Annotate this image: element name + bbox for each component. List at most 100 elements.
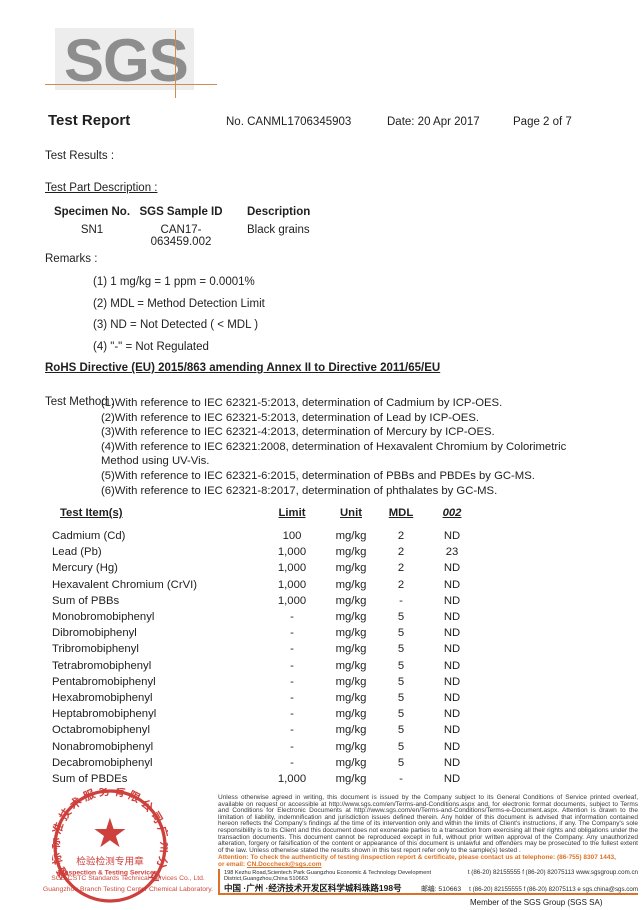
test-method-line: (1)With reference to IEC 62321-5:2013, d… (101, 397, 503, 409)
test-item-cell: Heptabromobiphenyl (52, 708, 157, 721)
page-indicator: Page 2 of 7 (513, 116, 572, 128)
unit-cell: mg/kg (335, 756, 367, 769)
mdl-cell: 5 (397, 724, 405, 737)
results-table-header: Test Item(s) Limit Unit MDL 002 (0, 507, 641, 528)
unit-cell: mg/kg (335, 611, 367, 624)
page-title: Test Report (48, 112, 131, 129)
mdl-cell: 5 (397, 611, 405, 624)
result-cell: ND (443, 675, 461, 688)
limit-cell: 1,000 (277, 772, 307, 785)
specimen-no-header: Specimen No. (53, 206, 131, 218)
table-row: Monobromobiphenyl - mg/kg 5 ND (0, 609, 641, 625)
test-method-line: (6)With reference to IEC 62321-8:2017, d… (101, 484, 498, 497)
test-item-cell: Hexavalent Chromium (CrVI) (52, 578, 198, 591)
result-cell: ND (443, 530, 461, 543)
result-cell: ND (443, 659, 461, 672)
limit-cell: 1,000 (277, 546, 307, 559)
table-row: Sum of PBDEs 1,000 mg/kg - ND (0, 771, 641, 787)
table-row: Pentabromobiphenyl - mg/kg 5 ND (0, 674, 641, 690)
test-method-line: (3)With reference to IEC 62321-4:2013, d… (101, 426, 495, 439)
description-header: Description (247, 206, 311, 218)
limit-cell: 100 (282, 530, 302, 543)
crop-mark-horizontal (45, 84, 217, 85)
unit-cell: mg/kg (335, 691, 367, 704)
remark-line: (1) 1 mg/kg = 1 ppm = 0.0001% (93, 276, 255, 288)
result-cell: ND (443, 643, 461, 656)
test-item-cell: Tetrabromobiphenyl (52, 659, 152, 672)
unit-cell: mg/kg (335, 724, 367, 737)
mdl-cell: 5 (397, 627, 405, 640)
mdl-cell: 2 (397, 578, 405, 591)
table-row: Sum of PBBs 1,000 mg/kg - ND (0, 593, 641, 609)
limit-cell: - (290, 659, 294, 672)
postal-code: 邮编: 510663 (421, 886, 462, 893)
address-block: 198 Kezhu Road,Scientech Park Guangzhou … (218, 869, 638, 894)
mdl-cell: 5 (397, 756, 405, 769)
result-cell: ND (443, 772, 461, 785)
report-date: Date: 20 Apr 2017 (387, 116, 480, 128)
test-method-list: (1)With reference to IEC 62321-5:2013, d… (101, 396, 583, 498)
sgs-logo-background (55, 28, 194, 90)
legal-disclaimer-text: Unless otherwise agreed in writing, this… (218, 794, 638, 854)
mdl-cell: 2 (397, 546, 405, 559)
remark-line: (4) "-" = Not Regulated (93, 340, 209, 353)
limit-cell: 1,000 (277, 594, 307, 607)
unit-cell: mg/kg (335, 740, 367, 753)
sgs-sample-id-header: SGS Sample ID (139, 206, 223, 218)
address-chinese: 中国 ·广州 ·经济技术开发区科学城科珠路198号 (224, 883, 402, 893)
result-cell: ND (443, 708, 461, 721)
unit-cell: mg/kg (335, 627, 367, 640)
result-cell: ND (443, 594, 461, 607)
company-name-line: SGS-CSTC Standards Technical Services Co… (51, 875, 205, 882)
crop-mark-vertical (175, 30, 176, 98)
limit-cell: - (290, 740, 294, 753)
sample-002-header: 002 (442, 507, 462, 519)
test-results-label: Test Results : (45, 150, 115, 162)
unit-header: Unit (340, 507, 362, 519)
sgs-sample-id-cell: CAN17-063459.002 (150, 224, 212, 248)
mdl-cell: 2 (397, 530, 405, 543)
limit-cell: 1,000 (277, 562, 307, 575)
address-row-cn: 中国 ·广州 ·经济技术开发区科学城科珠路198号 邮编: 510663 t (… (224, 882, 638, 894)
authenticity-attention-text: Attention: To check the authenticity of … (218, 854, 638, 869)
mdl-cell: 2 (397, 562, 405, 575)
specimen-no-cell: SN1 (80, 224, 104, 236)
test-item-cell: Dibromobiphenyl (52, 627, 137, 640)
table-row: Octabromobiphenyl - mg/kg 5 ND (0, 722, 641, 738)
test-item-cell: Sum of PBBs (52, 594, 120, 607)
mdl-cell: - (399, 772, 403, 785)
mdl-cell: 5 (397, 643, 405, 656)
unit-cell: mg/kg (335, 546, 367, 559)
sgs-logo: SGS (64, 27, 189, 94)
remarks-label: Remarks : (45, 253, 98, 265)
mdl-header: MDL (388, 507, 414, 519)
limit-cell: - (290, 627, 294, 640)
sgs-member-line: Member of the SGS Group (SGS SA) (470, 898, 603, 907)
unit-cell: mg/kg (335, 675, 367, 688)
specimen-table-header: Specimen No. SGS Sample ID Description (53, 206, 310, 218)
table-row: Hexavalent Chromium (CrVI) 1,000 mg/kg 2… (0, 577, 641, 593)
table-row: Nonabromobiphenyl - mg/kg 5 ND (0, 738, 641, 754)
test-item-cell: Sum of PBDEs (52, 772, 128, 785)
limit-cell: - (290, 756, 294, 769)
limit-cell: - (290, 691, 294, 704)
result-cell: ND (443, 691, 461, 704)
doccheck-email-link[interactable]: CN.Doccheck@sgs.com (246, 860, 322, 868)
footer-rule (218, 893, 638, 895)
mdl-cell: 5 (397, 691, 405, 704)
result-cell: ND (443, 578, 461, 591)
limit-cell: - (290, 708, 294, 721)
table-row: Cadmium (Cd) 100 mg/kg 2 ND (0, 528, 641, 544)
result-cell: ND (443, 724, 461, 737)
table-row: Dibromobiphenyl - mg/kg 5 ND (0, 625, 641, 641)
result-cell: ND (443, 627, 461, 640)
test-item-cell: Octabromobiphenyl (52, 724, 150, 737)
unit-cell: mg/kg (335, 594, 367, 607)
svg-text:检验检测专用章: 检验检测专用章 (76, 855, 144, 867)
results-table: Test Item(s) Limit Unit MDL 002 Cadmium … (0, 507, 641, 787)
mdl-cell: 5 (397, 740, 405, 753)
test-method-line: (5)With reference to IEC 62321-6:2015, d… (101, 469, 535, 482)
test-item-cell: Tribromobiphenyl (52, 643, 139, 656)
address-row-en: 198 Kezhu Road,Scientech Park Guangzhou … (224, 869, 638, 882)
table-row: Mercury (Hg) 1,000 mg/kg 2 ND (0, 560, 641, 576)
